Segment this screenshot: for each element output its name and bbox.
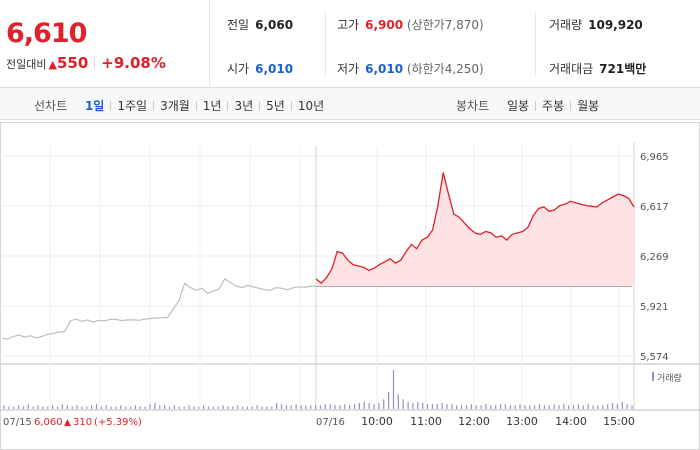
tab-divider (110, 101, 112, 111)
y-tick-label: 5,921 (640, 302, 669, 313)
lower-limit-label: (하한가 (406, 62, 445, 76)
stat-value: 6,060 (255, 18, 294, 32)
line-chart-tab-5[interactable]: 5년 (266, 99, 285, 113)
stat-amount: 거래대금 721백만 (549, 60, 646, 77)
today-date-label: 07/16 (316, 417, 345, 428)
price-chart: 6,965 6,617 6,269 5,921 5,574 거래량 07/15 6,060 ▲ 3… (0, 122, 700, 450)
line-chart-tab-4[interactable]: 3년 (234, 99, 254, 113)
candle-chart-label: 봉차트 (456, 99, 490, 113)
chart-tabbar: 선차트 1일 1주일 3개월 1년 3년 5년 10년 봉차트 일봉 주봉 월봉 (0, 88, 700, 120)
current-price: 6,610 (6, 18, 87, 49)
change-label: 전일대비 (6, 58, 47, 71)
line-chart-tab-3[interactable]: 1년 (202, 99, 222, 113)
change-row: 전일대비 ▲550 +9.08% (6, 54, 166, 72)
prev-day-date-label: 07/15 (3, 417, 32, 428)
x-tick-label: 10:00 (361, 415, 393, 428)
tab-divider (195, 101, 197, 111)
stat-value: 6,010 (365, 62, 404, 76)
divider (94, 57, 96, 69)
volume-legend-swatch (652, 372, 654, 381)
change-percent: +9.08% (101, 54, 166, 72)
tab-divider (535, 101, 537, 111)
stat-prev-close: 전일 6,060 (227, 16, 293, 33)
quote-header: 6,610 전일대비 ▲550 +9.08% 전일 6,060 시가 6,010 고가 6… (0, 0, 700, 88)
stat-label: 거래대금 (549, 62, 594, 76)
tab-divider (570, 101, 572, 111)
stat-open: 시가 6,010 (227, 60, 293, 77)
stat-value: 109,920 (588, 18, 643, 32)
x-tick-label: 13:00 (506, 415, 538, 428)
stat-low: 저가 6,010 (하한가4,250) (337, 60, 484, 77)
line-chart-tab-0[interactable]: 1일 (84, 99, 105, 113)
stat-label: 거래량 (549, 18, 583, 32)
prev-day-close-label: 6,060 (34, 417, 63, 428)
divider (535, 12, 536, 76)
x-tick-label: 12:00 (458, 415, 490, 428)
volume-legend-label: 거래량 (657, 372, 682, 384)
stat-value: 6,010 (255, 62, 294, 76)
prev-day-series-line (1, 278, 317, 340)
line-chart-tab-1[interactable]: 1주일 (117, 99, 148, 113)
y-tick-label: 6,269 (640, 252, 669, 263)
candle-chart-tab-1[interactable]: 주봉 (542, 99, 565, 113)
stat-label: 고가 (337, 18, 360, 32)
y-tick-label: 6,617 (640, 202, 669, 213)
line-chart-tab-2[interactable]: 3개월 (160, 99, 190, 113)
stat-unit: 백만 (624, 62, 647, 76)
lower-limit-value: 4,250) (444, 62, 484, 76)
candle-chart-tab-2[interactable]: 월봉 (577, 99, 600, 113)
today-series-area (316, 172, 634, 287)
line-chart-tabs: 선차트 1일 1주일 3개월 1년 3년 5년 10년 (34, 97, 324, 114)
candle-chart-tabs: 봉차트 일봉 주봉 월봉 (456, 97, 599, 114)
line-chart-label: 선차트 (34, 99, 68, 113)
stat-label: 저가 (337, 62, 360, 76)
tab-divider (259, 101, 261, 111)
candle-chart-tab-0[interactable]: 일봉 (506, 99, 530, 113)
stat-value: 6,900 (365, 18, 404, 32)
stat-label: 전일 (227, 18, 250, 32)
tab-divider (227, 101, 229, 111)
prev-day-percent-label: (+5.39%) (94, 417, 142, 428)
x-tick-label: 14:00 (555, 415, 587, 428)
price-chart-svg: 6,965 6,617 6,269 5,921 5,574 거래량 07/15 6,060 ▲ 3… (0, 122, 700, 450)
upper-limit-label: (상한가 (406, 18, 445, 32)
y-tick-label: 6,965 (640, 152, 669, 163)
stat-label: 시가 (227, 62, 250, 76)
divider (325, 12, 326, 76)
x-tick-label: 11:00 (410, 415, 442, 428)
stat-high: 고가 6,900 (상한가7,870) (337, 16, 484, 33)
stat-value: 721 (599, 62, 625, 76)
change-amount: 550 (56, 54, 89, 72)
stats-panel: 전일 6,060 시가 6,010 고가 6,900 (상한가7,870) 저가 6,0… (211, 0, 700, 88)
upper-limit-value: 7,870) (444, 18, 484, 32)
prev-day-up-arrow-icon: ▲ (64, 418, 71, 428)
up-arrow-icon: ▲ (48, 58, 57, 71)
stat-volume: 거래량 109,920 (549, 16, 643, 33)
tab-divider (153, 101, 155, 111)
y-tick-label: 5,574 (640, 352, 669, 363)
price-box: 6,610 전일대비 ▲550 +9.08% (0, 0, 210, 88)
x-tick-label: 15:00 (603, 415, 635, 428)
today-series-line (315, 172, 635, 285)
prev-day-change-label: 310 (73, 417, 92, 428)
line-chart-tab-6[interactable]: 10년 (297, 99, 325, 113)
tab-divider (290, 101, 292, 111)
